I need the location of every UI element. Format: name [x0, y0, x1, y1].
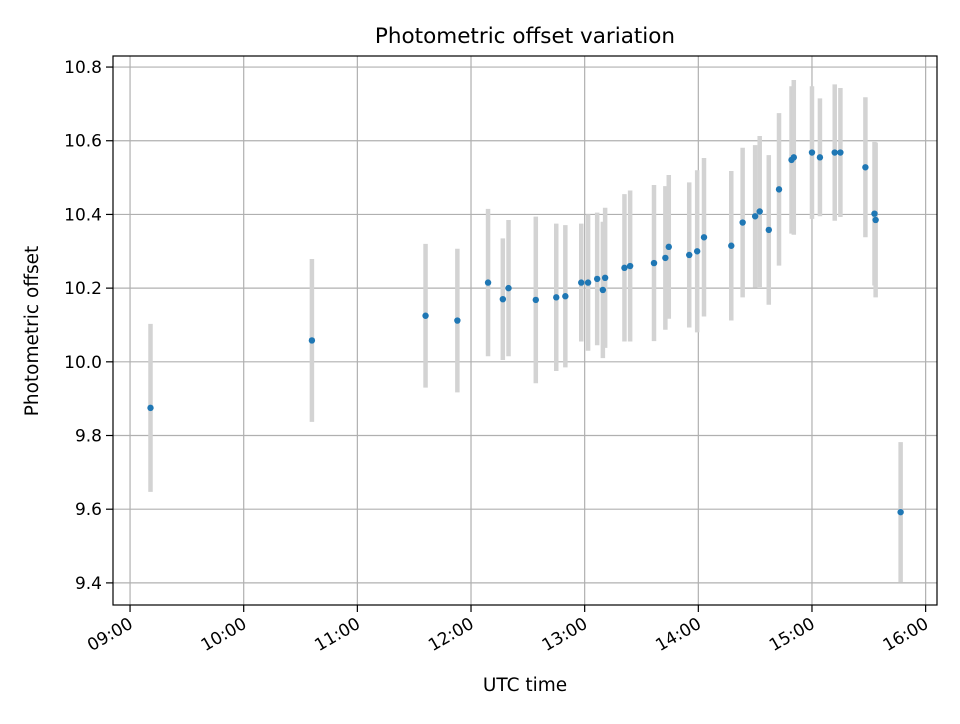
data-point	[831, 149, 838, 156]
y-tick-label: 10.6	[64, 132, 102, 152]
data-point	[686, 251, 693, 259]
data-point	[553, 294, 560, 301]
data-point	[308, 337, 316, 344]
y-tick-label: 9.4	[75, 574, 102, 594]
data-point	[662, 254, 669, 262]
data-point	[422, 312, 429, 319]
data-point	[739, 219, 746, 226]
data-point	[626, 262, 634, 270]
data-point	[665, 243, 672, 251]
data-point	[650, 259, 658, 267]
y-axis-label: Photometric offset	[22, 246, 43, 417]
y-axis-ticks: 9.4 9.6 9.8 10.0 10.2 10.4 10.6 10.8	[64, 58, 113, 594]
y-tick-label: 10.0	[64, 353, 102, 373]
data-point	[499, 295, 507, 303]
data-point	[621, 264, 628, 272]
y-tick-label: 9.6	[75, 500, 102, 520]
data-point	[454, 317, 461, 324]
data-point	[872, 216, 879, 224]
data-point	[837, 149, 844, 156]
data-point	[562, 293, 569, 300]
data-point	[484, 279, 492, 286]
data-point	[728, 242, 735, 249]
data-points	[147, 149, 904, 516]
data-point	[751, 213, 759, 220]
data-point	[505, 284, 512, 292]
data-point	[756, 208, 763, 215]
data-point	[862, 164, 869, 171]
data-point	[147, 404, 154, 412]
data-point	[578, 279, 585, 286]
y-tick-label: 9.8	[75, 427, 102, 447]
data-point	[790, 154, 797, 161]
data-point	[808, 149, 816, 156]
data-point	[775, 186, 783, 193]
data-point	[599, 286, 607, 294]
data-point	[532, 296, 539, 304]
data-point	[593, 275, 601, 283]
data-point	[871, 210, 878, 217]
data-point	[601, 274, 609, 282]
y-tick-label: 10.8	[64, 58, 102, 78]
data-point	[816, 154, 824, 161]
data-point	[700, 234, 708, 241]
chart-title: Photometric offset variation	[375, 24, 675, 49]
x-axis-label: UTC time	[483, 675, 567, 696]
plot-frame	[112, 55, 938, 606]
y-tick-label: 10.4	[64, 205, 102, 225]
y-tick-label: 10.2	[64, 279, 102, 299]
data-point	[693, 248, 701, 255]
data-point	[584, 279, 592, 286]
data-point	[897, 508, 904, 516]
data-point	[765, 226, 772, 234]
